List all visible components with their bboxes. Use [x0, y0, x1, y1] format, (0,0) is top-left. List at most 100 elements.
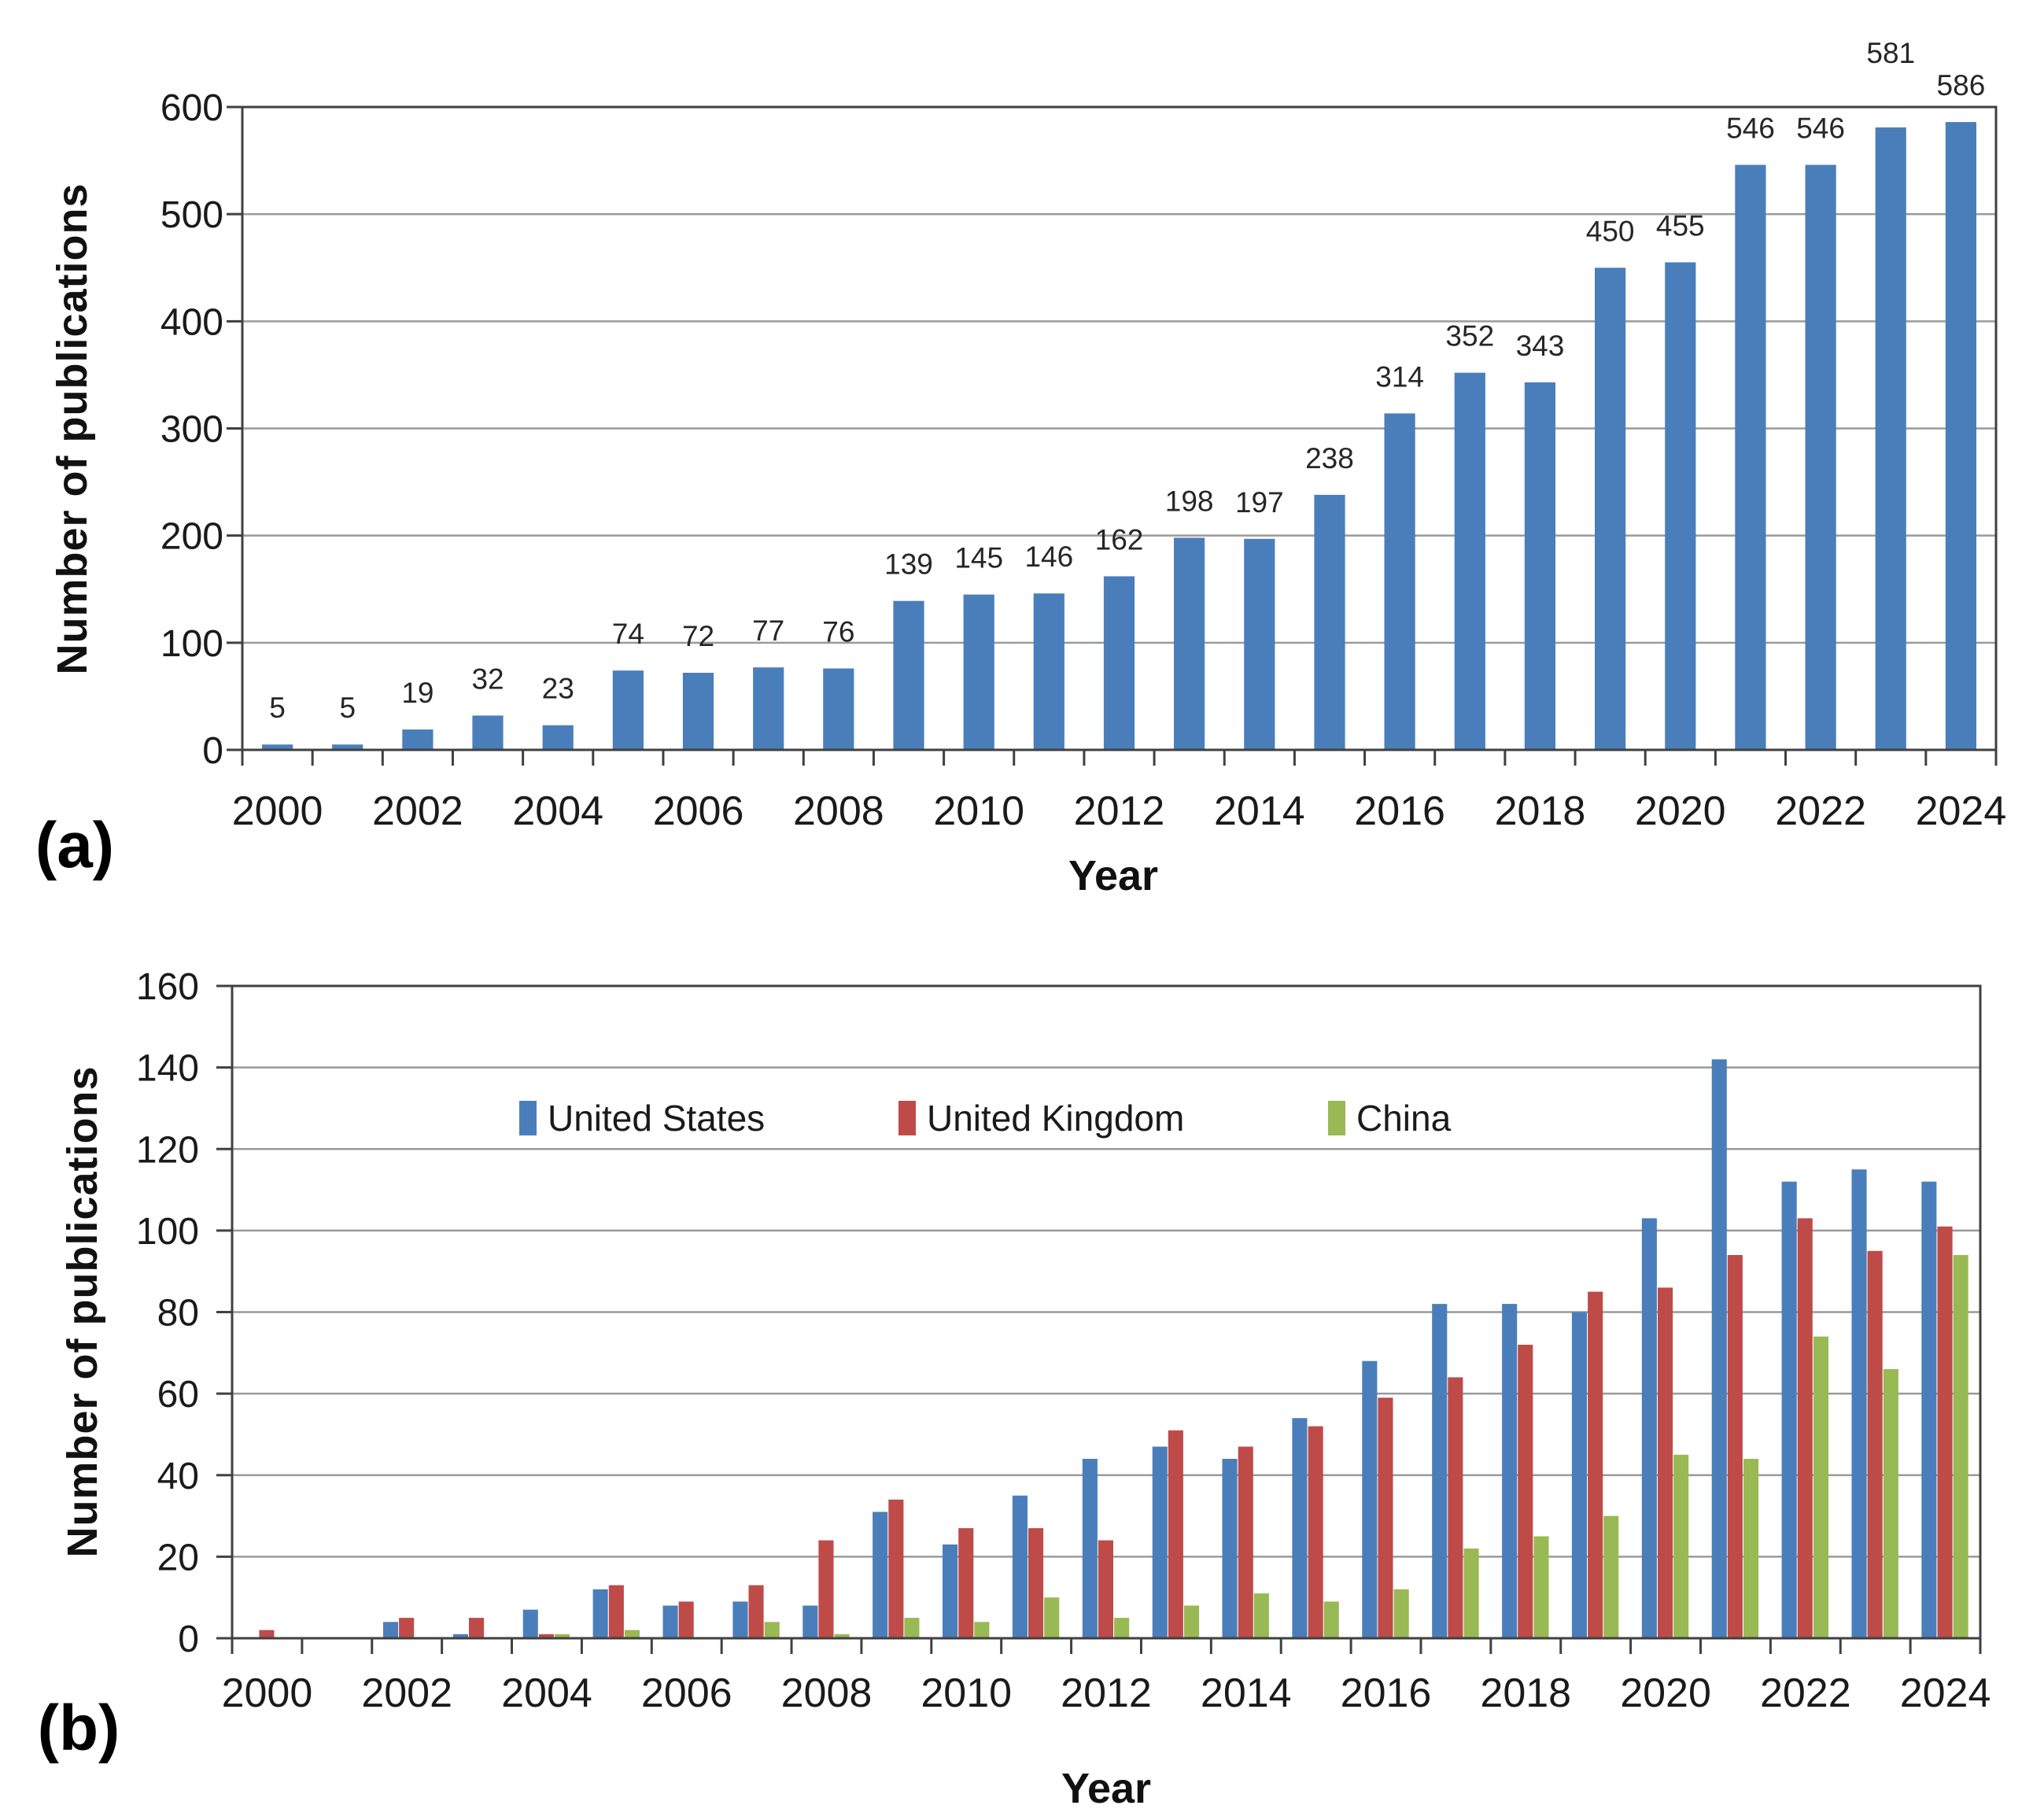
bar-value-label: 5: [339, 692, 356, 724]
bar-value-label: 581: [1866, 37, 1915, 69]
bar-value-label: 77: [752, 615, 784, 647]
y-tick-label: 140: [136, 1048, 199, 1090]
bar-publications-2014: [1244, 538, 1275, 750]
x-tick-label: 2018: [1495, 788, 1586, 834]
y-tick-label: 500: [160, 194, 223, 236]
bar-value-label: 23: [542, 673, 574, 705]
y-tick-label: 40: [157, 1456, 199, 1497]
x-axis-title-a: Year: [1068, 852, 1159, 899]
legend-label-china: China: [1356, 1098, 1452, 1139]
bar-value-label: 450: [1586, 215, 1635, 247]
bar-value-label: 238: [1305, 442, 1354, 474]
bar-publications-2010: [963, 594, 994, 750]
bar-united-states-2022: [1781, 1181, 1797, 1638]
y-tick-label: 300: [160, 409, 223, 451]
bar-united-states-2013: [1152, 1446, 1168, 1638]
x-tick-label: 2010: [921, 1670, 1012, 1716]
legend-swatch-united-states: [519, 1101, 537, 1135]
y-tick-label: 100: [160, 623, 223, 665]
bar-china-2021: [1743, 1459, 1759, 1638]
bar-china-2007: [764, 1622, 780, 1638]
bar-united-kingdom-2020: [1658, 1287, 1673, 1638]
x-tick-label: 2016: [1354, 788, 1445, 834]
y-axis-title-a: Number of publications: [49, 183, 96, 675]
bar-united-kingdom-2021: [1727, 1255, 1743, 1638]
x-tick-label: 2024: [1916, 788, 2007, 834]
panel-letter-b: (b): [37, 1693, 120, 1764]
bar-united-kingdom-2024: [1937, 1226, 1953, 1638]
x-tick-label: 2012: [1074, 788, 1165, 834]
bar-united-states-2020: [1641, 1218, 1657, 1638]
bar-value-label: 145: [954, 542, 1003, 574]
y-tick-label: 0: [178, 1619, 199, 1660]
chart-a-publications-per-year: 0 100 200 300 400 500 600 2000 2002 2004 2006 2008 2…: [160, 37, 2007, 834]
bar-united-states-2005: [592, 1589, 608, 1638]
bar-value-label: 198: [1165, 485, 1214, 517]
bar-publications-2022: [1805, 164, 1836, 750]
bar-china-2013: [1184, 1605, 1200, 1638]
bar-china-2016: [1393, 1589, 1409, 1638]
legend-item-united-kingdom: United Kingdom: [898, 1098, 1185, 1139]
bar-china-2010: [974, 1622, 990, 1638]
x-tick-label: 2004: [501, 1670, 592, 1716]
bar-united-states-2015: [1292, 1418, 1308, 1638]
bar-publications-2011: [1033, 593, 1064, 750]
bar-united-kingdom-2017: [1448, 1377, 1463, 1638]
y-tick-label: 200: [160, 516, 223, 558]
bar-publications-2006: [682, 673, 714, 750]
bar-publications-2024: [1945, 122, 1976, 751]
x-tick-label: 2022: [1760, 1670, 1851, 1716]
bar-united-kingdom-2003: [469, 1618, 485, 1638]
bar-united-states-2018: [1502, 1304, 1518, 1638]
bar-united-kingdom-2023: [1867, 1250, 1883, 1638]
bar-publications-2003: [472, 715, 504, 750]
bar-united-kingdom-2002: [399, 1618, 415, 1638]
bar-publications-2002: [402, 729, 434, 750]
bar-publications-2016: [1384, 413, 1415, 750]
bar-value-label: 343: [1516, 330, 1565, 362]
y-tick-label: 20: [157, 1537, 199, 1578]
bar-united-kingdom-2015: [1308, 1426, 1323, 1638]
y-axis-title-b: Number of publications: [59, 1065, 106, 1558]
bar-china-2024: [1953, 1255, 1968, 1638]
bar-united-states-2007: [732, 1601, 748, 1638]
x-tick-label: 2008: [781, 1670, 873, 1716]
bar-publications-2008: [823, 668, 854, 750]
x-tick-label: 2020: [1635, 788, 1726, 834]
bar-china-2005: [624, 1630, 640, 1638]
bar-value-label: 146: [1024, 541, 1073, 573]
bar-value-label: 74: [612, 618, 644, 650]
bar-publications-2020: [1665, 262, 1696, 750]
x-tick-label: 2016: [1341, 1670, 1432, 1716]
bar-united-kingdom-2011: [1028, 1528, 1044, 1638]
x-tick-label: 2012: [1061, 1670, 1152, 1716]
bar-united-kingdom-2000: [259, 1630, 275, 1638]
bar-publications-2015: [1314, 494, 1345, 750]
y-tick-label: 600: [160, 87, 223, 129]
bar-united-states-2008: [802, 1605, 818, 1638]
x-tick-label: 2010: [933, 788, 1024, 834]
bar-publications-2001: [332, 744, 363, 750]
legend-label-united-kingdom: United Kingdom: [927, 1098, 1185, 1139]
x-tick-label: 2004: [512, 788, 603, 834]
legend-swatch-united-kingdom: [898, 1101, 916, 1135]
x-tick-label: 2006: [641, 1670, 732, 1716]
x-tick-label: 2002: [372, 788, 463, 834]
y-tick-label: 80: [157, 1293, 199, 1335]
bar-publications-2017: [1454, 372, 1485, 750]
bar-united-kingdom-2007: [748, 1585, 764, 1638]
bar-publications-2009: [893, 600, 924, 750]
bar-value-label: 139: [884, 548, 933, 581]
bar-value-label: 455: [1656, 209, 1705, 242]
bar-value-label: 72: [682, 620, 714, 652]
bar-value-label: 197: [1235, 486, 1284, 519]
bar-united-states-2009: [873, 1512, 888, 1638]
bar-value-label: 546: [1796, 113, 1845, 145]
bar-united-states-2002: [383, 1622, 399, 1638]
bar-china-2015: [1323, 1601, 1339, 1638]
bar-united-kingdom-2012: [1098, 1540, 1113, 1638]
x-axis-title-b: Year: [1061, 1765, 1152, 1812]
x-tick-label: 2014: [1201, 1670, 1292, 1716]
x-tick-label: 2022: [1775, 788, 1866, 834]
bar-china-2017: [1463, 1549, 1479, 1638]
